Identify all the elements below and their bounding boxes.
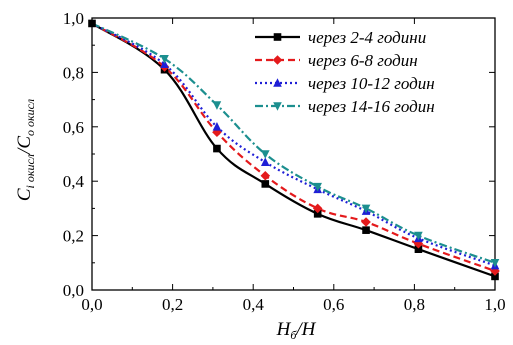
y-axis-title: Cі окисл/Cо окисл: [14, 99, 37, 201]
x-tick-label: 0,8: [404, 295, 425, 314]
data-point-s4: [414, 231, 423, 241]
data-point-s4: [212, 101, 222, 110]
data-point-s1: [362, 226, 370, 234]
data-point-s3: [160, 59, 169, 69]
data-point-s1: [261, 180, 270, 188]
data-point-s1: [213, 144, 221, 153]
x-tick-label: 0,4: [243, 295, 265, 314]
data-point-s4: [361, 204, 371, 214]
data-point-s3: [260, 157, 270, 166]
data-point-s4: [490, 259, 500, 268]
data-point-s1: [88, 19, 96, 28]
data-point-s1: [491, 272, 499, 281]
data-point-s4: [313, 182, 322, 192]
data-point-s4: [260, 150, 270, 159]
x-axis-title: Hб/H: [276, 319, 317, 342]
y-tick-label: 0,2: [63, 227, 84, 246]
tick-labels: 0,00,0 0,2 0,2 0,4 0,4 0,6 0,6 0,8 0,8 1,0 1,0: [63, 9, 506, 314]
x-tick-label: 0,0: [81, 295, 102, 314]
data-points: [88, 19, 500, 281]
legend-label-4: через 14-16 годин: [308, 97, 435, 116]
data-point-s4: [160, 55, 169, 64]
data-point-s3: [212, 122, 222, 131]
series-line-1: [91, 22, 496, 278]
y-tick-label: 0,8: [63, 63, 84, 82]
x-tick-label: 0,6: [323, 295, 344, 314]
legend-label-2: через 6-8 годин: [308, 51, 418, 70]
legend-marker-2: [272, 55, 283, 65]
legend-marker-3: [273, 78, 282, 87]
data-point-s2: [260, 170, 271, 181]
legend-label-1: через 2-4 години: [308, 28, 426, 47]
legend-marker-1: [273, 33, 282, 41]
data-point-s2: [312, 203, 323, 214]
x-tick-label: 0,2: [162, 295, 183, 314]
y-tick-label: 1,0: [63, 9, 84, 28]
data-point-s2: [212, 127, 222, 138]
y-tick-label: 0,4: [63, 172, 85, 191]
data-point-s1: [313, 210, 322, 218]
data-point-s2: [361, 217, 371, 227]
y-tick-label: 0,0: [63, 281, 84, 300]
data-point-s1: [414, 245, 423, 253]
legend-label-3: через 10-12 годин: [308, 74, 435, 93]
legend: через 2-4 години через 6-8 годин через 10-…: [255, 28, 435, 116]
series-lines: [91, 22, 496, 278]
axes: [91, 17, 496, 291]
x-tick-label: 1,0: [484, 295, 505, 314]
legend-marker-4: [273, 102, 282, 111]
y-tick-label: 0,6: [63, 118, 84, 137]
